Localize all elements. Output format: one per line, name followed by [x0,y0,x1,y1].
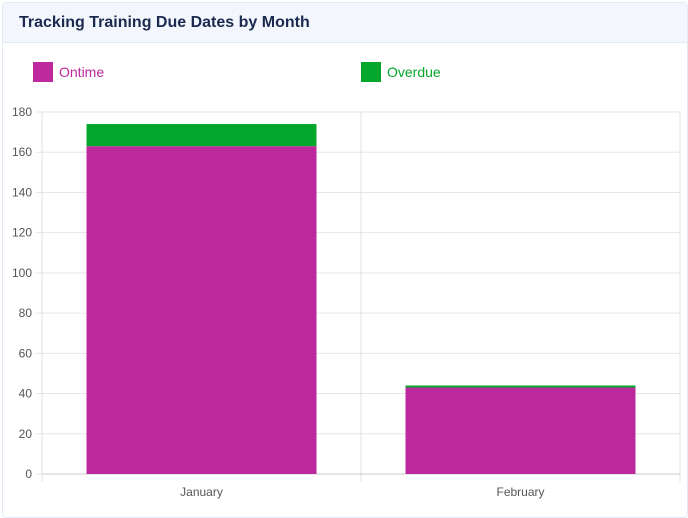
bar-overdue-february [405,385,636,388]
y-tick-label: 60 [19,346,33,360]
bar-ontime-february [405,387,636,474]
legend-swatch-overdue [361,62,381,82]
y-tick-label: 0 [25,467,32,481]
x-tick-label: January [180,485,223,499]
card-title: Tracking Training Due Dates by Month [3,3,687,43]
bar-ontime-january [86,146,317,474]
legend-swatch-ontime [33,62,53,82]
y-tick-label: 40 [19,387,33,401]
y-tick-label: 120 [12,226,32,240]
y-tick-label: 80 [19,306,33,320]
y-tick-label: 160 [12,145,32,159]
legend-item-overdue[interactable]: Overdue [361,62,441,82]
legend-item-ontime[interactable]: Ontime [33,62,104,82]
y-tick-label: 20 [19,427,33,441]
y-tick-label: 100 [12,266,32,280]
bar-overdue-january [86,124,317,147]
legend-label-ontime: Ontime [59,64,105,80]
x-tick-label: February [496,485,544,499]
legend-label-overdue: Overdue [387,64,441,80]
y-tick-label: 140 [12,185,32,199]
y-tick-label: 180 [12,105,32,119]
